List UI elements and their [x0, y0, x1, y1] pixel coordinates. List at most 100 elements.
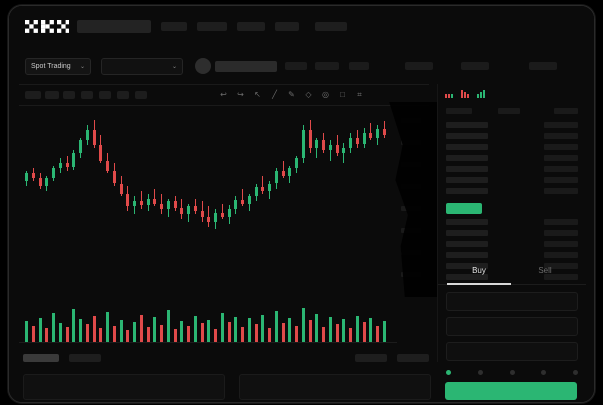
toolbar-chip-2[interactable] — [45, 91, 59, 99]
candle — [281, 106, 285, 301]
chart-toolbar[interactable]: ↩ ↪ ↖ ╱ ✎ ◇ ◎ □ ⌗ — [19, 84, 429, 106]
okx-logo[interactable] — [25, 20, 69, 33]
lock-icon[interactable]: □ — [340, 90, 345, 99]
volume-bar — [301, 308, 305, 342]
percent-dot-3[interactable] — [509, 370, 515, 375]
volume-chart[interactable] — [19, 306, 397, 348]
toolbar-chip-6[interactable] — [117, 91, 129, 99]
price-chart[interactable] — [19, 106, 397, 301]
percent-dot-2[interactable] — [477, 370, 483, 375]
volume-bar — [308, 320, 312, 342]
volume-bar — [281, 322, 285, 342]
order-book-bid-row[interactable] — [446, 219, 578, 225]
volume-bar — [119, 320, 123, 342]
nav-item-3[interactable] — [237, 22, 265, 31]
toolbar-chip-1[interactable] — [25, 91, 41, 99]
candle — [261, 106, 265, 301]
trash-icon[interactable]: ⌗ — [357, 90, 362, 99]
volume-bar — [193, 316, 197, 342]
order-book-bid-row[interactable] — [446, 241, 578, 247]
volume-bar — [214, 329, 217, 342]
volume-bar — [58, 322, 62, 342]
order-book-ask-row[interactable] — [446, 155, 578, 161]
candle — [227, 106, 231, 301]
order-book-bid-row[interactable] — [446, 274, 578, 280]
toolbar-chip-7[interactable] — [135, 91, 147, 99]
order-book-ask-row[interactable] — [446, 188, 578, 194]
top-navigation-bar — [9, 6, 594, 44]
bottom-right-tab-2[interactable] — [397, 354, 429, 362]
order-total-field[interactable] — [446, 342, 578, 361]
stat-high — [349, 62, 369, 70]
order-price-field[interactable] — [446, 292, 578, 311]
tab-sell[interactable]: Sell — [538, 266, 552, 275]
nav-item-1[interactable] — [161, 22, 187, 31]
candle — [58, 106, 62, 301]
percent-dot-4[interactable] — [541, 370, 547, 375]
pair-select[interactable]: ⌄ — [101, 58, 183, 75]
toolbar-chip-4[interactable] — [81, 91, 93, 99]
bottom-right-tab-1[interactable] — [355, 354, 387, 362]
percent-dot-5[interactable] — [573, 370, 578, 375]
undo-icon[interactable]: ↩ — [220, 90, 227, 99]
tab-buy[interactable]: Buy — [472, 266, 486, 275]
percent-dot-1[interactable] — [446, 370, 451, 375]
search-input[interactable] — [77, 20, 151, 33]
device-frame: Spot Trading ⌄ ⌄ ↩ ↪ ↖ ╱ ✎ ◇ ◎ □ ⌗ — [8, 5, 595, 403]
order-book-ask-row[interactable] — [446, 133, 578, 139]
order-book-ask-row[interactable] — [446, 166, 578, 172]
volume-bar — [342, 318, 346, 342]
volume-bar — [153, 317, 157, 342]
order-form-tabs[interactable]: Buy Sell — [438, 262, 586, 285]
candle — [126, 106, 130, 301]
candle — [180, 106, 184, 301]
book-asks-icon[interactable] — [460, 88, 470, 99]
bottom-tab-2[interactable] — [69, 354, 101, 362]
book-bids-icon[interactable] — [476, 88, 486, 99]
candle — [65, 106, 69, 301]
volume-bar — [254, 324, 258, 342]
submit-order-button[interactable] — [445, 382, 577, 400]
order-book-ask-row[interactable] — [446, 177, 578, 183]
cursor-icon[interactable]: ↖ — [254, 90, 261, 99]
bottom-panel-right[interactable] — [239, 374, 431, 400]
volume-bar — [227, 321, 231, 342]
book-both-icon[interactable] — [444, 88, 454, 99]
order-book-bid-row[interactable] — [446, 230, 578, 236]
order-book-ask-row[interactable] — [446, 122, 578, 128]
candle — [234, 106, 238, 301]
stat-extra — [529, 62, 557, 70]
bottom-tab-1[interactable] — [23, 354, 59, 362]
volume-bar — [247, 318, 251, 342]
volume-bar — [99, 328, 103, 342]
volume-bar — [288, 317, 292, 342]
trendline-icon[interactable]: ╱ — [272, 90, 277, 99]
bottom-panel-left[interactable] — [23, 374, 225, 400]
magnet-icon[interactable]: ◇ — [305, 90, 312, 99]
trading-mode-select[interactable]: Spot Trading ⌄ — [25, 58, 91, 75]
order-book-mid-price — [446, 203, 482, 214]
candle — [207, 106, 211, 301]
app-screen: Spot Trading ⌄ ⌄ ↩ ↪ ↖ ╱ ✎ ◇ ◎ □ ⌗ — [9, 6, 594, 402]
nav-item-4[interactable] — [275, 22, 299, 31]
order-amount-field[interactable] — [446, 317, 578, 336]
volume-bar — [187, 326, 190, 342]
nav-item-2[interactable] — [197, 22, 227, 31]
order-book-bid-row[interactable] — [446, 252, 578, 258]
order-book-view-tabs[interactable] — [444, 88, 486, 99]
order-book-ask-row[interactable] — [446, 144, 578, 150]
volume-bar — [92, 315, 96, 342]
volume-bar — [31, 325, 35, 342]
coin-avatar-icon — [195, 58, 211, 74]
nav-item-5[interactable] — [315, 22, 347, 31]
brush-icon[interactable]: ✎ — [288, 90, 295, 99]
toolbar-chip-3[interactable] — [63, 91, 75, 99]
toolbar-chip-5[interactable] — [99, 91, 111, 99]
eye-icon[interactable]: ◎ — [322, 90, 329, 99]
candle — [112, 106, 116, 301]
redo-icon[interactable]: ↪ — [237, 90, 244, 99]
candle — [146, 106, 150, 301]
amount-percent-slider[interactable] — [446, 368, 578, 377]
order-book-bid-row[interactable] — [446, 263, 578, 269]
